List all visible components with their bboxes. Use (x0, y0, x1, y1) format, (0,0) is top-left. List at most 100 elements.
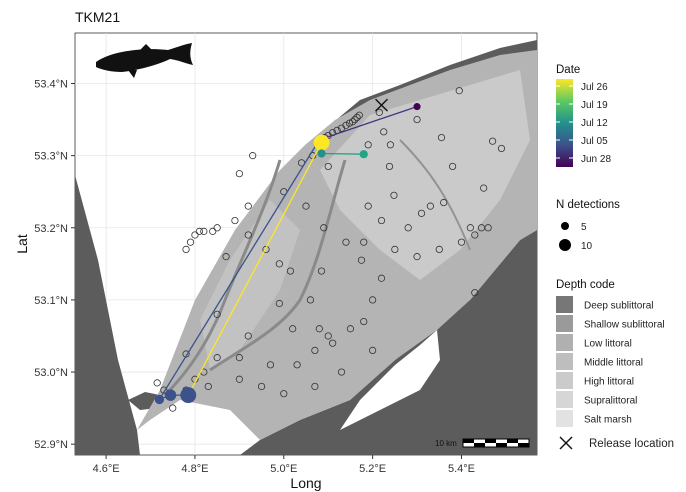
date-legend-label: Jul 19 (581, 100, 608, 111)
x-tick-label: 4.8°E (181, 463, 208, 475)
receiver-point (266, 361, 275, 369)
size-legend: N detections 5 10 (556, 199, 620, 252)
receiver-point (213, 224, 221, 232)
tidal-channel-1 (209, 159, 347, 372)
receiver-point (235, 354, 243, 362)
depth-legend-title: Depth code (556, 279, 615, 291)
detection-point (317, 149, 326, 158)
receiver-point (289, 325, 297, 333)
release-legend-label: Release location (589, 438, 674, 450)
detection-point (154, 394, 165, 405)
receiver-point (455, 87, 463, 95)
detection-point (164, 389, 177, 401)
depth-legend-swatch (556, 296, 573, 313)
ijsselmeer-water (340, 330, 440, 430)
fish-silhouette-icon (96, 43, 193, 78)
receiver-point (355, 111, 363, 119)
receiver-point (337, 368, 346, 376)
release-cross-line (375, 98, 389, 112)
release-cross-icon (559, 436, 573, 450)
receiver-point (186, 238, 195, 246)
receiver-point (377, 216, 386, 225)
receiver-point (317, 267, 326, 275)
detection-point (313, 134, 330, 151)
receiver-point (413, 253, 421, 261)
receiver-point (286, 267, 295, 275)
depth-legend-swatch (556, 315, 573, 332)
receiver-point (182, 245, 190, 254)
depth-legend-label: Salt marsh (584, 415, 632, 426)
receiver-point (471, 231, 479, 239)
depth-legend-label: Shallow sublittoral (584, 320, 665, 331)
size-legend-symbol-10 (559, 239, 571, 251)
receiver-point (191, 231, 199, 239)
receiver-point (437, 133, 446, 142)
y-tick-label: 53.0°N (34, 367, 68, 379)
y-tick-label: 53.3°N (34, 151, 68, 163)
depth-legend-label: Low littoral (584, 339, 632, 350)
receiver-point (324, 332, 332, 340)
depth-legend: Depth code Deep sublittoral Shallow subli… (556, 279, 665, 427)
receiver-point (195, 227, 203, 235)
receiver-point (329, 339, 337, 347)
receiver-point (231, 216, 239, 225)
y-tick-label: 53.1°N (34, 295, 68, 307)
receiver-point (369, 346, 377, 355)
receiver-point (497, 144, 506, 153)
depth-legend-label: Supralittoral (584, 396, 637, 407)
track-segment (187, 142, 323, 396)
release-marker (375, 98, 389, 112)
receiver-point (320, 224, 328, 232)
receiver-point (346, 325, 355, 333)
receiver-point (357, 256, 366, 264)
receiver-point (364, 202, 372, 210)
x-tick-label: 5.2°E (359, 463, 386, 475)
date-legend-label: Jul 05 (581, 136, 608, 147)
depth-legend-swatch (556, 391, 573, 408)
date-legend-label: Jun 28 (581, 154, 611, 165)
date-legend-title: Date (556, 64, 580, 76)
receiver-point (375, 108, 383, 116)
receiver-point (222, 253, 230, 261)
date-colorbar (556, 79, 573, 167)
receiver-point (457, 238, 466, 246)
depth-legend-label: Middle littoral (584, 358, 643, 369)
receiver-point (153, 379, 161, 387)
map-layer (75, 40, 537, 455)
receiver-point (169, 404, 177, 412)
y-tick-label: 52.9°N (34, 439, 68, 451)
receiver-point (385, 162, 394, 171)
receiver-point (200, 227, 208, 235)
x-axis: 4.6°E 4.8°E 5.0°E 5.2°E 5.4°E (93, 455, 475, 475)
receiver-point (275, 299, 283, 308)
littoral-zone (200, 200, 300, 370)
receiver-point (244, 332, 252, 340)
depth-legend-swatch (556, 334, 573, 351)
receiver-point (488, 137, 497, 145)
receiver-point (293, 361, 301, 369)
receiver-point (364, 141, 372, 149)
receiver-point (311, 346, 319, 355)
receiver-point (369, 296, 377, 304)
detection-point (180, 387, 197, 404)
receiver-point (386, 141, 395, 149)
receiver-point (324, 162, 332, 171)
receiver-point (235, 375, 243, 383)
track-segment (319, 105, 418, 141)
detection-point (413, 103, 421, 111)
receiver-point (390, 191, 398, 199)
receiver-point (360, 238, 368, 246)
receiver-point (380, 128, 388, 136)
receiver-point (351, 115, 359, 124)
size-legend-symbol-5 (561, 222, 569, 230)
x-tick-label: 5.4°E (448, 463, 475, 475)
y-axis: 52.9°N 53.0°N 53.1°N 53.2°N 53.3°N 53.4°N (34, 78, 75, 451)
receiver-point (435, 245, 443, 254)
receiver-point (311, 382, 319, 391)
receiver-point (244, 231, 252, 239)
depth-legend-label: Deep sublittoral (584, 301, 653, 312)
receiver-point (315, 325, 323, 333)
depth-legend-swatch (556, 372, 573, 389)
receiver-point (257, 382, 266, 391)
